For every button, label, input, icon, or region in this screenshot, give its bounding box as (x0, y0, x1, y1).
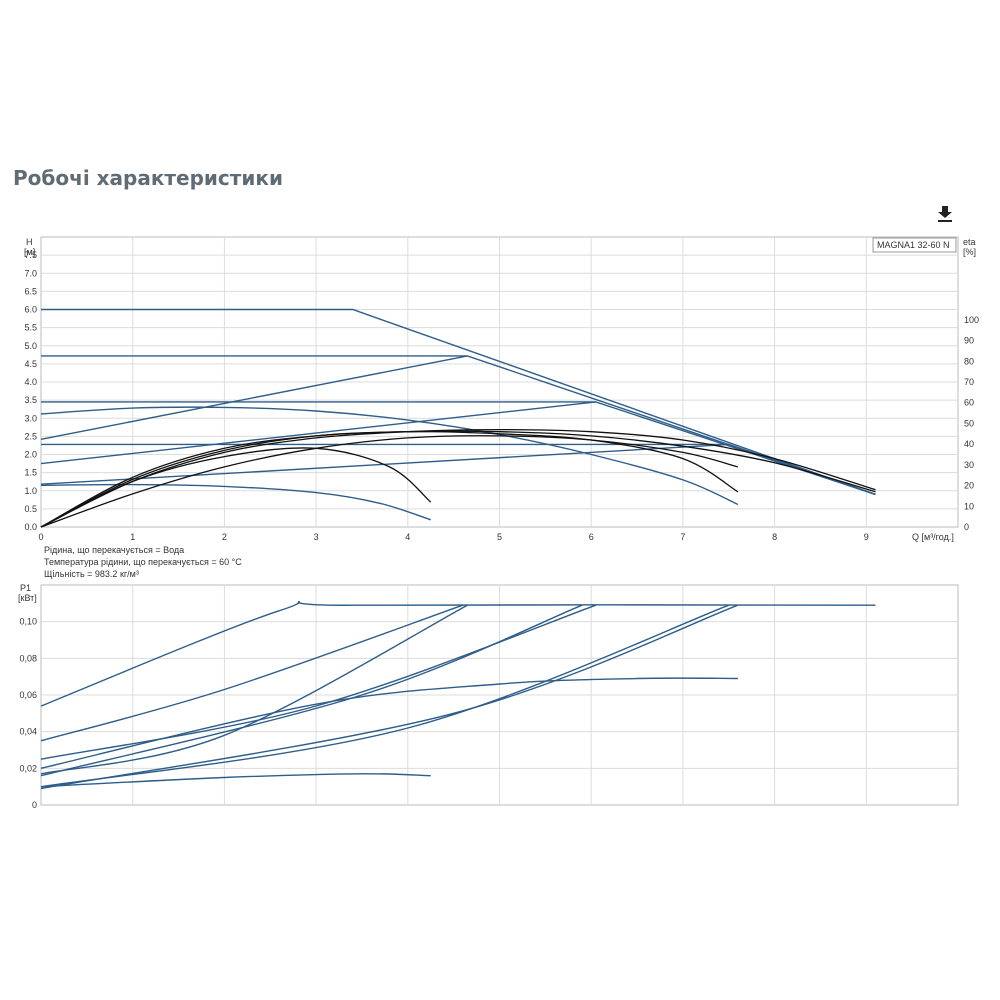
power-curve-2 (40, 604, 464, 742)
y2-tick-label: 0 (964, 522, 969, 532)
y-tick-label: 5.0 (24, 341, 37, 351)
y-tick-label: 0.0 (24, 522, 37, 532)
head-curve-5 (40, 355, 468, 440)
y-tick-label: 3.5 (24, 395, 37, 405)
y-tick-label: 5.5 (24, 323, 37, 333)
y2-tick-label: 30 (964, 460, 974, 470)
efficiency-curve-1 (40, 428, 876, 528)
x-tick-label: 7 (680, 532, 685, 542)
x-tick-label: 2 (222, 532, 227, 542)
x-tick-label: 8 (772, 532, 777, 542)
y-axis-label: H (26, 237, 33, 247)
power-y-tick-label: 0,04 (19, 727, 37, 737)
x-tick-label: 1 (130, 532, 135, 542)
x-tick-label: 6 (589, 532, 594, 542)
power-y-tick-label: 0,10 (19, 617, 37, 627)
fluid-note-3: Щільність = 983.2 кг/м³ (44, 569, 139, 579)
power-y-axis-label: P1 (20, 583, 31, 593)
x-tick-label: 4 (405, 532, 410, 542)
y2-axis-label: eta (963, 237, 976, 247)
power-curve-6 (40, 604, 730, 788)
power-y-tick-label: 0 (32, 800, 37, 810)
y2-tick-label: 40 (964, 439, 974, 449)
head-curve-6 (40, 401, 596, 465)
y-tick-label: 2.0 (24, 450, 37, 460)
x-tick-label: 9 (864, 532, 869, 542)
y-tick-label: 7.5 (24, 250, 37, 260)
y2-tick-label: 20 (964, 481, 974, 491)
y2-tick-label: 50 (964, 418, 974, 428)
efficiency-curve-3 (40, 430, 739, 528)
y-tick-label: 6.5 (24, 286, 37, 296)
y-tick-label: 6.0 (24, 305, 37, 315)
power-curve-4 (40, 604, 597, 760)
y-axis-unit: [м] (24, 247, 35, 257)
power-curve-9 (40, 773, 431, 788)
power-curve-7 (40, 604, 739, 790)
y2-tick-label: 100 (964, 315, 979, 325)
fluid-note-2: Температура рідини, що перекачується = 6… (44, 557, 242, 567)
efficiency-curve-4 (40, 447, 432, 528)
y2-tick-label: 10 (964, 501, 974, 511)
power-curve-1 (40, 601, 876, 707)
legend-label: MAGNA1 32-60 N (877, 240, 950, 250)
y-tick-label: 1.0 (24, 486, 37, 496)
legend-box (872, 237, 957, 253)
power-y-axis-unit: [кВт] (18, 593, 37, 603)
y2-tick-label: 60 (964, 398, 974, 408)
x-axis-label: Q [м³/год.] (912, 532, 954, 542)
x-tick-label: 0 (38, 532, 43, 542)
power-y-tick-label: 0,02 (19, 763, 37, 773)
power-y-tick-label: 0,08 (19, 653, 37, 663)
y2-tick-label: 90 (964, 336, 974, 346)
head-curve-1 (41, 308, 876, 496)
y2-tick-label: 70 (964, 377, 974, 387)
power-y-tick-label: 0,06 (19, 690, 37, 700)
x-tick-label: 3 (314, 532, 319, 542)
download-icon[interactable] (936, 204, 954, 224)
fluid-note-1: Рідина, що перекачується = Вода (44, 545, 185, 555)
page-title: Робочі характеристики (13, 166, 283, 190)
y-tick-label: 2.5 (24, 431, 37, 441)
x-tick-label: 5 (497, 532, 502, 542)
y-tick-label: 3.0 (24, 413, 37, 423)
y-tick-label: 0.5 (24, 504, 37, 514)
y-tick-label: 1.5 (24, 468, 37, 478)
y2-tick-label: 80 (964, 356, 974, 366)
power-curve-3 (40, 604, 468, 775)
y-tick-label: 4.0 (24, 377, 37, 387)
efficiency-curve-2 (40, 430, 876, 528)
y-tick-label: 4.5 (24, 359, 37, 369)
y-tick-label: 7.0 (24, 268, 37, 278)
efficiency-curve-5 (40, 435, 739, 528)
power-curve-8 (40, 677, 738, 769)
head-curve-8 (40, 406, 739, 506)
y2-axis-unit: [%] (963, 247, 976, 257)
